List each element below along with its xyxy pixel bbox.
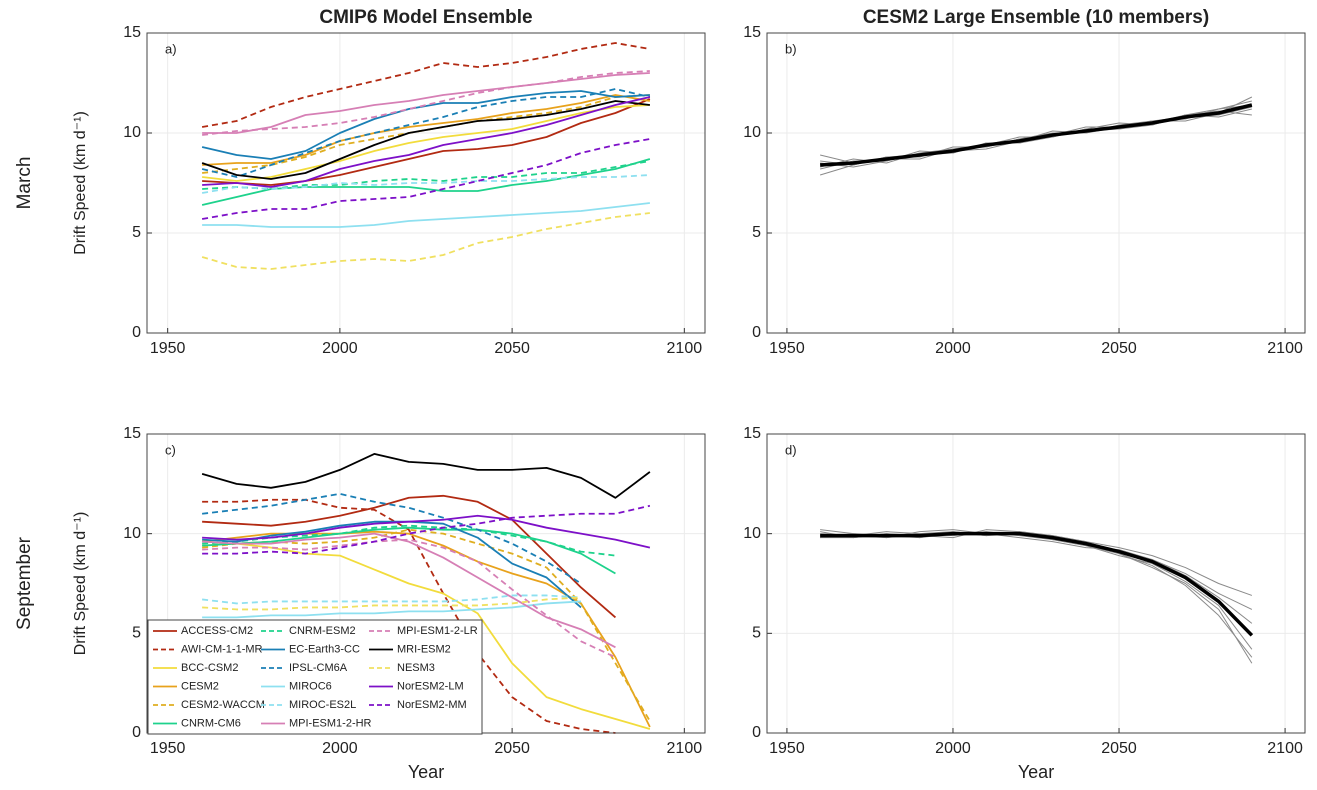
y-tick-label: 0 (132, 324, 141, 341)
panel-title: CMIP6 Model Ensemble (319, 7, 532, 28)
legend-label: AWI-CM-1-1-MR (181, 643, 263, 655)
legend-label: CNRM-CM6 (181, 717, 241, 729)
series-line (820, 96, 1253, 168)
series-line (202, 94, 650, 174)
legend-label: NESM3 (397, 662, 435, 674)
panel-label: b) (785, 41, 797, 56)
panel-label: a) (165, 41, 177, 56)
y-tick-label: 15 (123, 425, 141, 442)
y-tick-label: 15 (743, 425, 761, 442)
legend-label: MPI-ESM1-2-HR (289, 717, 372, 729)
y-tick-label: 10 (123, 124, 141, 141)
x-tick-label: 2050 (494, 340, 530, 357)
series-line (201, 88, 651, 178)
series-line (202, 596, 582, 611)
x-tick-label: 2000 (322, 340, 358, 357)
legend-label: CESM2-WACCM (181, 699, 265, 711)
panel-label: d) (785, 442, 797, 457)
y-tick-label: 0 (752, 324, 761, 341)
y-axis-label: Drift Speed (km d⁻¹) (72, 512, 89, 656)
series-line (202, 494, 617, 619)
y-tick-label: 5 (752, 224, 761, 241)
series-line (202, 96, 651, 188)
series-line (202, 594, 582, 605)
legend-label: MIROC-ES2L (289, 699, 356, 711)
x-tick-label: 2000 (322, 740, 358, 757)
series-line (202, 526, 616, 575)
legend-label: MIROC6 (289, 680, 332, 692)
x-tick-label: 2000 (935, 740, 971, 757)
y-tick-label: 10 (743, 525, 761, 542)
series-line (201, 138, 651, 220)
y-tick-label: 0 (752, 724, 761, 741)
series-line (202, 498, 616, 734)
series-line (201, 100, 650, 180)
panel-title: CESM2 Large Ensemble (10 members) (863, 7, 1209, 28)
series-line (201, 42, 651, 128)
y-tick-label: 5 (132, 625, 141, 642)
y-tick-label: 15 (743, 24, 761, 41)
series-line (202, 94, 651, 166)
series-line (201, 90, 650, 160)
x-tick-label: 2100 (1267, 740, 1303, 757)
series-line (202, 514, 651, 549)
y-tick-label: 5 (132, 224, 141, 241)
series-line (202, 72, 650, 134)
series-line (202, 530, 651, 728)
x-tick-label: 2100 (667, 740, 703, 757)
series-line (202, 202, 650, 228)
y-tick-label: 10 (743, 124, 761, 141)
series-line (202, 104, 650, 182)
series-line (202, 600, 582, 619)
y-tick-label: 15 (123, 24, 141, 41)
legend-label: IPSL-CM6A (289, 662, 348, 674)
legend-label: CNRM-ESM2 (289, 625, 356, 637)
legend-box (147, 619, 483, 735)
x-axis-label: Year (1018, 762, 1054, 782)
series-line (202, 492, 582, 585)
series-line (202, 98, 651, 186)
y-axis-label: Drift Speed (km d⁻¹) (72, 111, 89, 255)
x-tick-label: 2050 (494, 740, 530, 757)
series-line (820, 531, 1254, 637)
x-axis-label: Year (408, 762, 444, 782)
series-line (820, 103, 1253, 167)
y-tick-label: 5 (752, 625, 761, 642)
x-tick-label: 1950 (769, 340, 805, 357)
x-tick-label: 1950 (769, 740, 805, 757)
x-tick-label: 1950 (150, 340, 186, 357)
row-label: March (14, 157, 35, 210)
legend-label: NorESM2-LM (397, 680, 464, 692)
legend-label: ACCESS-CM2 (181, 625, 253, 637)
legend-label: EC-Earth3-CC (289, 643, 360, 655)
x-tick-label: 2100 (667, 340, 703, 357)
series-line (201, 174, 650, 194)
series-line (201, 453, 651, 499)
series-line (202, 70, 650, 136)
x-tick-label: 2050 (1101, 340, 1137, 357)
y-tick-label: 0 (132, 724, 141, 741)
axes-box (766, 433, 1306, 734)
legend-label: NorESM2-MM (397, 699, 467, 711)
series-line (202, 504, 651, 555)
x-tick-label: 2100 (1267, 340, 1303, 357)
legend-label: CESM2 (181, 680, 219, 692)
axes-box (766, 32, 1306, 334)
series-line (202, 532, 616, 649)
legend-label: MPI-ESM1-2-LR (397, 625, 478, 637)
x-tick-label: 2000 (935, 340, 971, 357)
panel-label: c) (165, 442, 176, 457)
legend-label: MRI-ESM2 (397, 643, 451, 655)
plot-area (767, 434, 1305, 733)
axes-box (146, 32, 706, 334)
series-line (202, 520, 582, 609)
plot-area (767, 33, 1305, 333)
row-label: September (14, 536, 35, 630)
x-tick-label: 2050 (1101, 740, 1137, 757)
x-tick-label: 1950 (150, 740, 186, 757)
legend-label: BCC-CSM2 (181, 662, 238, 674)
y-tick-label: 10 (123, 525, 141, 542)
